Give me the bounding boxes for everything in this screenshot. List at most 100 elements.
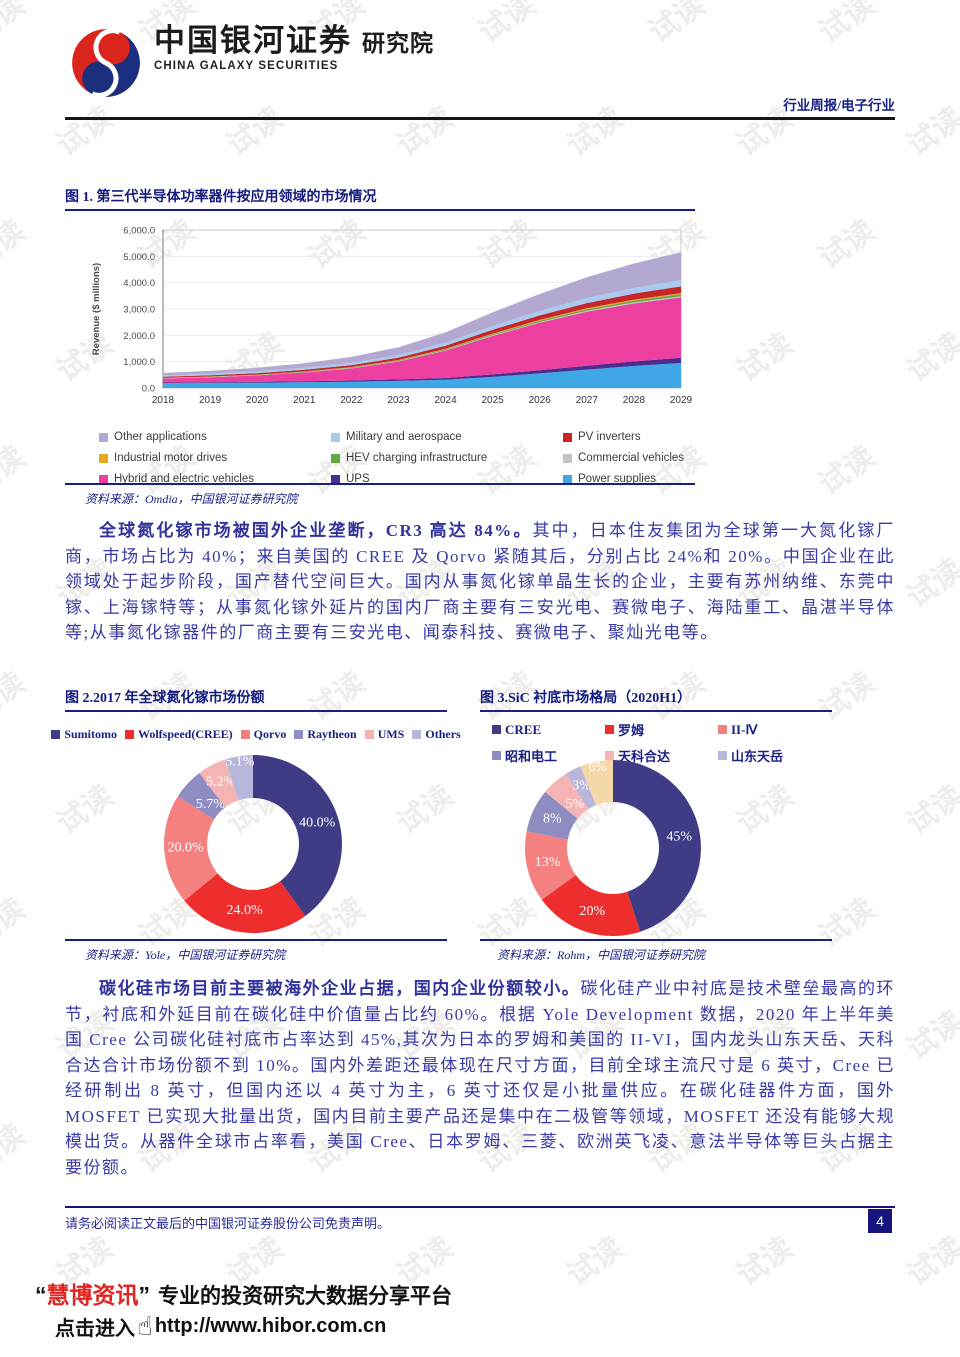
legend-swatch (412, 730, 422, 739)
header-rule (65, 117, 895, 120)
legend-swatch (563, 474, 572, 484)
legend-item: 天科合达 (605, 746, 718, 765)
watermark-text: 试读 (900, 327, 960, 389)
watermark-text: 试读 (0, 892, 32, 954)
svg-text:2020: 2020 (246, 395, 269, 406)
svg-text:3,000.0: 3,000.0 (123, 305, 155, 316)
legend-swatch (294, 730, 304, 739)
body-paragraph-1: 全球氮化镓市场被国外企业垄断，CR3 高达 84%。其中，日本住友集团为全球第一… (65, 518, 895, 646)
svg-text:2021: 2021 (293, 395, 316, 406)
legend-item: Others (412, 727, 461, 742)
legend-swatch (331, 474, 340, 484)
svg-text:40.0%: 40.0% (299, 815, 336, 830)
quote-close: ” (138, 1282, 151, 1308)
disclaimer-text: 请务必阅读正文最后的中国银河证券股份公司免责声明。 (65, 1216, 391, 1231)
footer-rule (65, 1206, 895, 1208)
figure1-chart: 0.0 1,000.0 2,000.0 3,000.0 4,000.0 5,000.0 6,… (85, 220, 700, 486)
legend-swatch (99, 432, 108, 442)
legend-label: UMS (377, 727, 405, 741)
figure1-title: 图 1. 第三代半导体功率器件按应用领域的市场情况 (65, 190, 377, 205)
legend-label: 昭和电工 (505, 749, 558, 764)
watermark-text: 试读 (50, 101, 120, 163)
watermark-text: 试读 (0, 440, 32, 502)
svg-text:5.1%: 5.1% (225, 755, 255, 770)
svg-text:24.0%: 24.0% (226, 903, 262, 918)
svg-text:3%: 3% (572, 779, 591, 794)
legend-item: Qorvo (240, 727, 286, 742)
svg-text:2025: 2025 (482, 395, 505, 406)
legend-label: 天科合达 (618, 749, 671, 764)
svg-text:5%: 5% (565, 797, 584, 812)
watermark-text: 试读 (220, 101, 290, 163)
watermark-text: 试读 (642, 0, 712, 50)
hibor-brand-name: 慧博资讯 (46, 1282, 139, 1308)
legend-label: Industrial motor drives (114, 452, 228, 464)
svg-text:0.0: 0.0 (142, 384, 155, 395)
legend-swatch (605, 725, 614, 734)
svg-text:8%: 8% (543, 812, 562, 827)
figure3-legend: CREE 罗姆 II-Ⅳ 昭和电工 天科合达 山东天岳 (492, 720, 831, 765)
pointing-hand-icon: ☝ (137, 1311, 153, 1342)
body-paragraph-2: 碳化硅市场目前主要被海外企业占据，国内企业份额较小。碳化硅产业中衬底是技术壁垒最… (65, 976, 895, 1180)
watermark-text: 试读 (472, 0, 542, 50)
figure2-source: 资料来源：Yole，中国银河证券研究院 (85, 948, 286, 962)
legend-swatch (99, 474, 108, 484)
legend-item: Military and aerospace (331, 431, 563, 443)
legend-label: Wolfspeed(CREE) (138, 727, 233, 741)
legend-item: CREE (492, 720, 605, 739)
svg-text:5,000.0: 5,000.0 (123, 252, 155, 263)
watermark-text: 试读 (812, 440, 882, 502)
legend-swatch (718, 751, 727, 760)
figure2-title: 图 2.2017 年全球氮化镓市场份额 (65, 691, 265, 706)
legend-label: 山东天岳 (731, 749, 784, 764)
hibor-url-link[interactable]: http://www.hibor.com.cn (154, 1315, 387, 1337)
watermark-text: 试读 (812, 666, 882, 728)
legend-label: Military and aerospace (346, 431, 462, 443)
svg-text:4,000.0: 4,000.0 (123, 278, 155, 289)
legend-label: PV inverters (578, 431, 641, 443)
svg-text:2023: 2023 (387, 395, 410, 406)
cta-enter[interactable]: 点击进入 (55, 1318, 135, 1340)
paragraph1-lead: 全球氮化镓市场被国外企业垄断，CR3 高达 84%。 (99, 521, 533, 540)
legend-label: Power supplies (578, 473, 656, 485)
watermark-text: 试读 (900, 553, 960, 615)
legend-swatch (563, 453, 572, 463)
svg-text:Revenue ($ millions): Revenue ($ millions) (91, 263, 102, 355)
report-type-label: 行业周报/电子行业 (783, 98, 895, 113)
legend-item: Other applications (99, 431, 331, 443)
legend-swatch (331, 432, 340, 442)
legend-label: Raytheon (307, 727, 357, 741)
revenue-area-chart: 0.0 1,000.0 2,000.0 3,000.0 4,000.0 5,000.0 6,… (91, 226, 693, 407)
legend-item: Power supplies (563, 473, 714, 485)
svg-text:2029: 2029 (670, 395, 693, 406)
svg-text:2019: 2019 (199, 395, 222, 406)
legend-label: Hybrid and electric vehicles (114, 473, 254, 485)
legend-swatch (331, 453, 340, 463)
legend-item: Sumitomo (51, 727, 117, 742)
figure2-legend: Sumitomo Wolfspeed(CREE) Qorvo Raytheon UMS O… (51, 727, 461, 742)
figure1-title-rule (65, 209, 695, 211)
paragraph2-lead: 碳化硅市场目前主要被海外企业占据，国内企业份额较小。 (99, 979, 581, 998)
hibor-tagline: 专业的投资研究大数据分享平台 (158, 1285, 452, 1308)
brand-institute: 研究院 (362, 31, 434, 56)
watermark-text: 试读 (0, 666, 32, 728)
svg-text:6%: 6% (588, 760, 607, 775)
legend-swatch (492, 725, 501, 734)
watermark-text: 试读 (390, 101, 460, 163)
svg-text:20.0%: 20.0% (168, 840, 205, 855)
legend-label: Other applications (114, 431, 207, 443)
svg-text:2,000.0: 2,000.0 (123, 331, 155, 342)
legend-swatch (563, 432, 572, 442)
watermark-text: 试读 (302, 666, 372, 728)
svg-text:45%: 45% (666, 830, 692, 845)
legend-item: Raytheon (294, 727, 357, 742)
svg-text:2022: 2022 (340, 395, 363, 406)
legend-item: Hybrid and electric vehicles (99, 473, 331, 485)
legend-label: HEV charging infrastructure (346, 452, 488, 464)
svg-text:2018: 2018 (152, 395, 175, 406)
legend-item: UMS (364, 727, 405, 742)
svg-text:2027: 2027 (576, 395, 599, 406)
legend-label: Commercial vehicles (578, 452, 685, 464)
legend-swatch (125, 730, 134, 739)
legend-label: Sumitomo (64, 727, 117, 741)
